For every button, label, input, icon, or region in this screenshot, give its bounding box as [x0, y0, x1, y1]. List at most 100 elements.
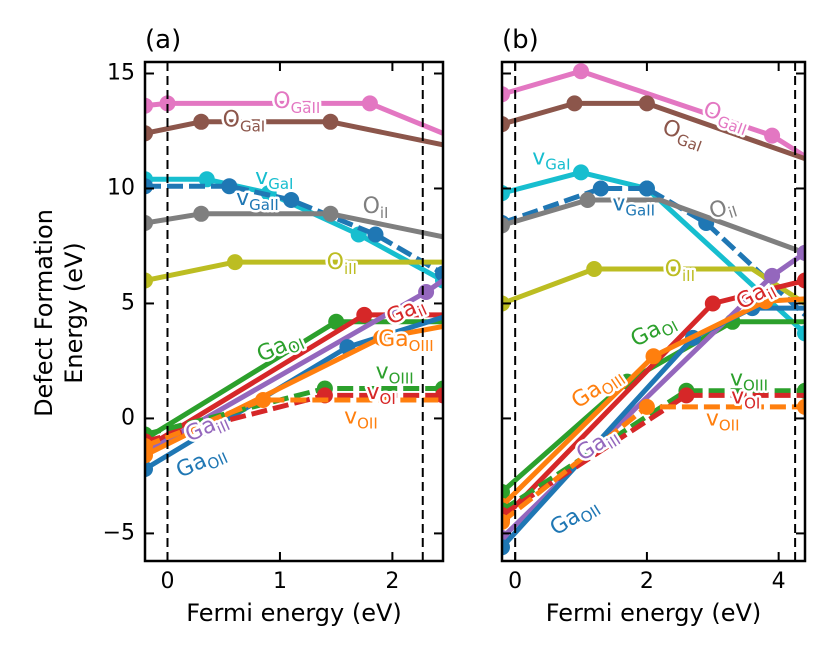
- series-label-OGaII: OGaII: [273, 89, 320, 117]
- marker-OGaI: [145, 125, 153, 142]
- marker-vOII: [638, 398, 655, 415]
- marker-GaiII: [797, 244, 805, 261]
- marker-OGaI: [502, 116, 510, 133]
- marker-OiI: [502, 217, 510, 234]
- y-tick-label: 0: [121, 405, 135, 430]
- series-label-vGaII: vGaII: [236, 186, 279, 214]
- series-label-vOIII: vOIII: [376, 359, 414, 387]
- marker-vGaII: [221, 178, 238, 195]
- marker-GaOIII: [373, 329, 390, 346]
- x-tick-label: 1: [273, 569, 287, 594]
- series-line-GaOIII: [502, 296, 805, 508]
- x-tick-label: 4: [772, 569, 786, 594]
- marker-OiI: [193, 205, 210, 222]
- marker-GaOIII: [757, 293, 774, 310]
- marker-GaiI: [356, 306, 373, 323]
- plot-area: [145, 62, 443, 561]
- marker-OiI: [322, 205, 339, 222]
- panel-label: (a): [145, 25, 181, 55]
- y-tick-label: 10: [107, 175, 135, 200]
- series-line-OGaI: [502, 100, 805, 161]
- x-axis-label: Fermi energy (eV): [186, 599, 402, 627]
- marker-vOII: [502, 513, 510, 530]
- marker-vGaII: [592, 180, 609, 197]
- series-label-vGaII: vGaII: [612, 192, 655, 220]
- series-label-OiII: OiII: [665, 257, 695, 285]
- series-label-vGaI: vGaI: [532, 146, 570, 174]
- marker-OGaI: [566, 95, 583, 112]
- marker-vOII: [145, 438, 153, 454]
- series-label-vGaI: vGaI: [255, 165, 293, 193]
- series-label-GaOII: GaOII: [546, 493, 604, 543]
- marker-OiII: [227, 254, 243, 271]
- marker-OGaI: [322, 113, 339, 130]
- x-tick-label: 2: [385, 569, 399, 594]
- series-line-OGaII: [502, 68, 805, 159]
- series-label-OiI: OiI: [363, 194, 389, 222]
- series-label-vOII: vOII: [344, 404, 378, 432]
- marker-vOII: [797, 398, 805, 415]
- series-label-vOI: vOI: [731, 385, 760, 413]
- marker-GaOII: [502, 539, 510, 556]
- marker-OGaII: [764, 127, 781, 144]
- series-line-OiII: [145, 259, 443, 283]
- marker-vGaII: [435, 265, 443, 282]
- marker-OiI: [579, 192, 596, 208]
- marker-vGaII: [145, 178, 153, 195]
- marker-vOI: [678, 387, 695, 404]
- marker-GaOI: [328, 313, 345, 330]
- series-label-GaOIII: GaOIII: [378, 327, 434, 355]
- x-axis-label: Fermi energy (eV): [546, 599, 762, 627]
- panel-label: (b): [502, 25, 539, 55]
- marker-GaiII: [764, 267, 781, 284]
- y-tick-label: 5: [121, 290, 135, 315]
- series-label-vOII: vOII: [706, 407, 740, 435]
- marker-vGaI: [573, 164, 589, 181]
- series-line-vGaII: [502, 186, 805, 317]
- marker-vGaI: [797, 325, 805, 342]
- marker-OGaII: [361, 95, 378, 112]
- y-axis-label-line2: Energy (eV): [60, 242, 88, 384]
- x-tick-label: 2: [640, 569, 654, 594]
- plot-area: [502, 62, 805, 561]
- series-line-vGaI: [502, 169, 805, 336]
- marker-vGaII: [283, 192, 300, 208]
- series-label-vOI: vOI: [367, 380, 396, 408]
- marker-vGaI: [198, 171, 215, 188]
- marker-OGaII: [145, 97, 153, 114]
- marker-GaOIII: [645, 348, 662, 365]
- marker-OGaI: [638, 95, 655, 112]
- y-tick-label: 15: [107, 60, 135, 85]
- y-tick-label: −5: [103, 520, 135, 545]
- series-line-OiI: [145, 211, 443, 240]
- marker-GaOI: [502, 484, 510, 500]
- marker-OGaII: [159, 95, 176, 112]
- x-tick-label: 0: [160, 569, 174, 594]
- marker-vOII: [255, 392, 272, 408]
- series-line-OiI: [502, 197, 805, 256]
- marker-OGaII: [573, 63, 589, 80]
- series-line-vOII: [145, 397, 443, 449]
- marker-OiI: [145, 215, 153, 231]
- series-label-vOIII: vOIII: [730, 366, 768, 394]
- marker-OGaII: [502, 86, 510, 103]
- x-tick-label: 0: [508, 569, 522, 594]
- marker-vGaII: [367, 226, 384, 243]
- series-line-OGaII: [145, 100, 443, 136]
- marker-vGaII: [638, 180, 655, 197]
- series-label-OGaI: OGaI: [223, 108, 266, 135]
- marker-GaOII: [145, 461, 153, 477]
- marker-OGaI: [193, 113, 210, 130]
- series-line-OGaI: [145, 119, 443, 148]
- y-axis-label-line1: Defect Formation: [30, 209, 58, 417]
- marker-GaiI: [704, 295, 721, 312]
- series-label-OiII: OiII: [327, 250, 357, 278]
- marker-OiII: [586, 261, 603, 277]
- marker-GaiII: [418, 284, 435, 300]
- marker-GaiI: [797, 272, 805, 289]
- marker-OiII: [145, 272, 153, 289]
- axes-frame: [500, 60, 807, 563]
